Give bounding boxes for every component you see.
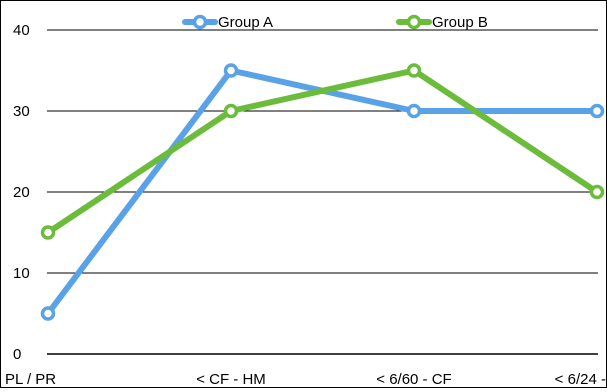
- legend-swatch-marker: [406, 14, 422, 30]
- series-group-b: [40, 63, 605, 240]
- data-point-group-b: [406, 63, 422, 78]
- y-tick-label: 10: [13, 265, 30, 282]
- legend-item-group-b: Group B: [396, 14, 488, 31]
- legend-swatch-marker: [192, 14, 208, 30]
- gridlines: [47, 29, 598, 355]
- x-tick-label: < CF - HM: [196, 371, 266, 387]
- data-point-group-b: [40, 225, 56, 240]
- x-tick-label: < 6/60 - CF: [376, 371, 451, 387]
- data-point-group-a: [589, 103, 605, 119]
- legend-label: Group A: [218, 14, 273, 31]
- x-tick-label: PL / PR: [5, 371, 56, 387]
- y-tick-label: 20: [13, 184, 30, 201]
- y-tick-labels: 0 10 20 30 40: [13, 22, 30, 363]
- x-tick-label: < 6/24 - 6/60: [555, 371, 606, 387]
- y-tick-label: 40: [13, 22, 30, 39]
- legend-item-group-a: Group A: [182, 14, 273, 31]
- data-point-group-b: [589, 184, 605, 200]
- data-point-group-a: [223, 63, 239, 78]
- data-point-group-b: [223, 103, 239, 119]
- y-tick-label: 0: [13, 346, 21, 363]
- data-point-group-a: [406, 103, 422, 119]
- data-point-group-a: [40, 306, 56, 321]
- series-lines: [40, 63, 605, 321]
- x-tick-labels: PL / PR < CF - HM < 6/60 - CF < 6/24 - 6/60: [5, 371, 607, 388]
- series-line-group-b: [45, 67, 600, 236]
- y-tick-label: 30: [13, 103, 30, 120]
- legend: Group A Group B: [182, 14, 488, 31]
- legend-label: Group B: [432, 14, 488, 31]
